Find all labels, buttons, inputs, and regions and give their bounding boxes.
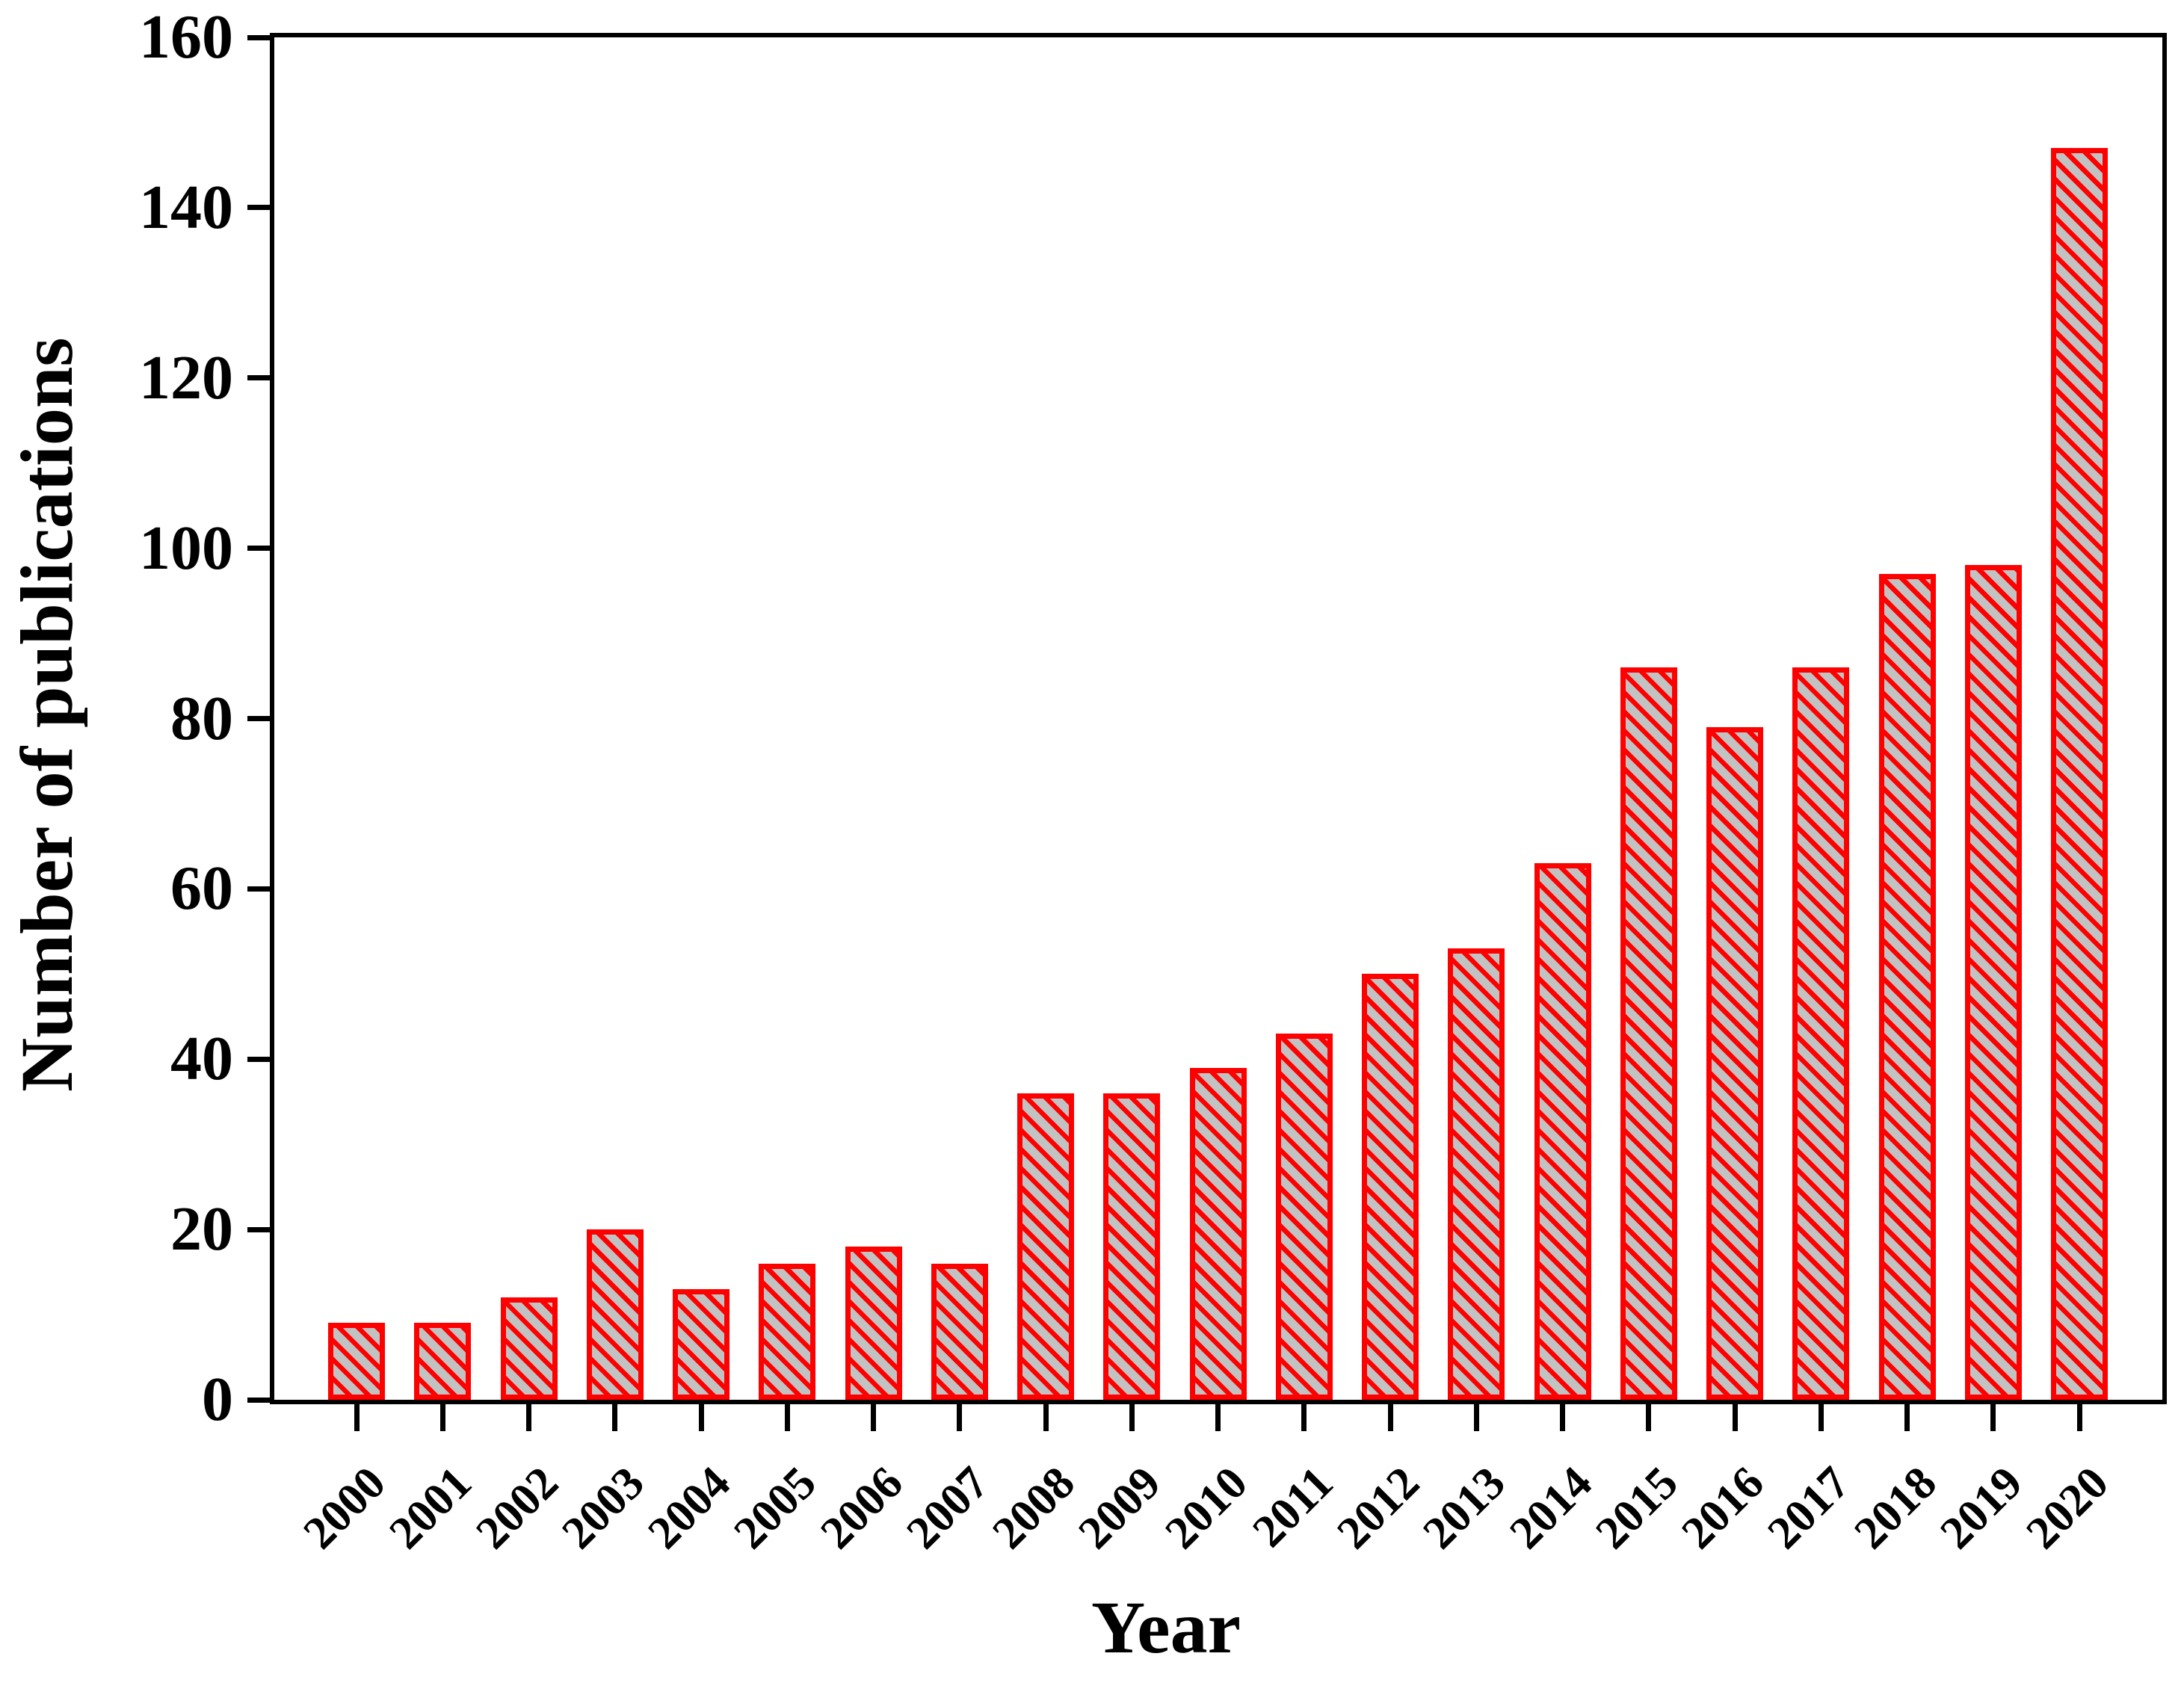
bar-2000 (328, 1323, 385, 1400)
y-tick-20 (247, 1227, 270, 1232)
y-tick-label-160: 160 (139, 2, 233, 72)
y-tick-160 (247, 35, 270, 40)
x-tick-label-2006: 2006 (811, 1457, 913, 1559)
x-tick-2007 (957, 1404, 962, 1431)
x-tick-label-2013: 2013 (1413, 1457, 1515, 1559)
x-tick-label-2020: 2020 (2017, 1457, 2118, 1559)
y-tick-140 (247, 205, 270, 210)
bar-2011 (1276, 1034, 1333, 1400)
bar-2008 (1017, 1093, 1074, 1400)
x-tick-2001 (440, 1404, 445, 1431)
bar-2019 (1965, 565, 2022, 1400)
x-tick-2002 (526, 1404, 531, 1431)
bar-2003 (587, 1229, 644, 1400)
x-tick-label-2009: 2009 (1069, 1457, 1170, 1559)
y-tick-0 (247, 1398, 270, 1403)
x-tick-2020 (2077, 1404, 2082, 1431)
x-tick-2005 (785, 1404, 790, 1431)
x-tick-2017 (1819, 1404, 1824, 1431)
x-tick-2011 (1301, 1404, 1307, 1431)
x-tick-2000 (354, 1404, 360, 1431)
bar-2014 (1534, 863, 1591, 1400)
bar-2013 (1448, 948, 1505, 1400)
x-tick-label-2000: 2000 (294, 1457, 395, 1559)
x-tick-2013 (1474, 1404, 1479, 1431)
y-tick-label-20: 20 (170, 1194, 233, 1264)
bar-2017 (1792, 667, 1849, 1400)
y-tick-100 (247, 546, 270, 551)
x-tick-label-2004: 2004 (638, 1457, 740, 1559)
y-tick-label-120: 120 (139, 343, 233, 413)
y-tick-label-40: 40 (170, 1024, 233, 1093)
x-tick-label-2010: 2010 (1156, 1457, 1257, 1559)
bar-2005 (759, 1264, 815, 1400)
y-tick-80 (247, 716, 270, 721)
x-tick-label-2001: 2001 (380, 1457, 481, 1559)
bar-2002 (501, 1297, 558, 1400)
x-tick-label-2016: 2016 (1672, 1457, 1774, 1559)
x-tick-2012 (1388, 1404, 1393, 1431)
x-axis-title: Year (1091, 1586, 1241, 1669)
bar-2004 (673, 1289, 729, 1400)
x-tick-label-2017: 2017 (1758, 1457, 1860, 1559)
y-tick-label-0: 0 (202, 1365, 233, 1434)
x-tick-label-2012: 2012 (1327, 1457, 1429, 1559)
x-tick-2006 (871, 1404, 876, 1431)
bar-2015 (1620, 667, 1677, 1400)
x-tick-label-2011: 2011 (1243, 1457, 1343, 1557)
x-tick-2008 (1043, 1404, 1049, 1431)
x-tick-2004 (699, 1404, 704, 1431)
x-tick-label-2007: 2007 (897, 1457, 999, 1559)
x-tick-2009 (1129, 1404, 1135, 1431)
bar-2001 (414, 1323, 471, 1400)
x-tick-label-2019: 2019 (1931, 1457, 2032, 1559)
y-tick-40 (247, 1057, 270, 1062)
y-tick-label-60: 60 (170, 853, 233, 923)
x-tick-2015 (1646, 1404, 1651, 1431)
x-tick-label-2008: 2008 (983, 1457, 1085, 1559)
plot-area-frame (270, 33, 2167, 1404)
x-tick-2010 (1215, 1404, 1221, 1431)
x-tick-label-2002: 2002 (466, 1457, 568, 1559)
x-tick-label-2014: 2014 (1500, 1457, 1602, 1559)
y-tick-label-80: 80 (170, 684, 233, 753)
x-tick-label-2015: 2015 (1586, 1457, 1688, 1559)
x-tick-2018 (1904, 1404, 1910, 1431)
x-tick-2016 (1733, 1404, 1738, 1431)
bar-2006 (845, 1247, 902, 1400)
x-tick-label-2018: 2018 (1845, 1457, 1946, 1559)
x-tick-2019 (1990, 1404, 1996, 1431)
x-tick-2003 (612, 1404, 617, 1431)
bar-2007 (931, 1264, 988, 1400)
bar-2012 (1362, 974, 1419, 1400)
y-tick-label-140: 140 (139, 173, 233, 242)
bar-2009 (1103, 1093, 1160, 1400)
y-tick-120 (247, 375, 270, 380)
bar-2010 (1190, 1068, 1247, 1400)
bar-2020 (2051, 148, 2108, 1400)
y-tick-60 (247, 886, 270, 892)
y-tick-label-100: 100 (139, 513, 233, 583)
bar-2016 (1706, 727, 1763, 1400)
x-tick-label-2003: 2003 (552, 1457, 654, 1559)
bar-2018 (1879, 574, 1936, 1400)
x-tick-label-2005: 2005 (724, 1457, 826, 1559)
x-tick-2014 (1560, 1404, 1565, 1431)
